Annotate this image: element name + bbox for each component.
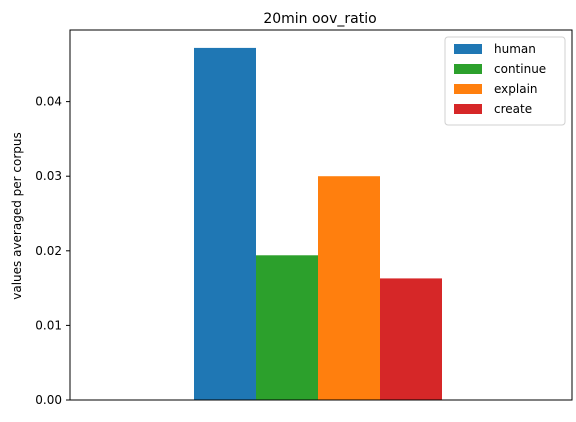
legend: human continue explain create bbox=[444, 36, 566, 126]
legend-swatch-create bbox=[454, 104, 482, 114]
chart-title: 20min oov_ratio bbox=[263, 11, 376, 27]
bar-create bbox=[380, 278, 442, 400]
legend-swatch-human bbox=[454, 44, 482, 54]
y-axis-label: values averaged per corpus bbox=[10, 132, 24, 300]
bar-explain bbox=[318, 176, 380, 400]
legend-label-human: human bbox=[494, 42, 536, 56]
legend-swatch-explain bbox=[454, 84, 482, 94]
plot-frame bbox=[69, 29, 573, 401]
legend-label-explain: explain bbox=[494, 82, 538, 96]
y-tick-label: 0.04 bbox=[35, 95, 62, 109]
y-tick-label: 0.01 bbox=[35, 318, 62, 332]
bars-group bbox=[194, 47, 442, 400]
legend-label-continue: continue bbox=[494, 62, 546, 76]
bar-human bbox=[194, 47, 256, 400]
y-tick-label: 0.00 bbox=[35, 393, 62, 407]
y-tick-label: 0.02 bbox=[35, 244, 62, 258]
bar-continue bbox=[256, 255, 318, 400]
y-tick-label: 0.03 bbox=[35, 169, 62, 183]
legend-label-create: create bbox=[494, 102, 532, 116]
legend-box bbox=[444, 36, 566, 126]
legend-swatch-continue bbox=[454, 64, 482, 74]
y-axis: 0.00 0.01 0.02 0.03 0.04 bbox=[35, 95, 70, 407]
